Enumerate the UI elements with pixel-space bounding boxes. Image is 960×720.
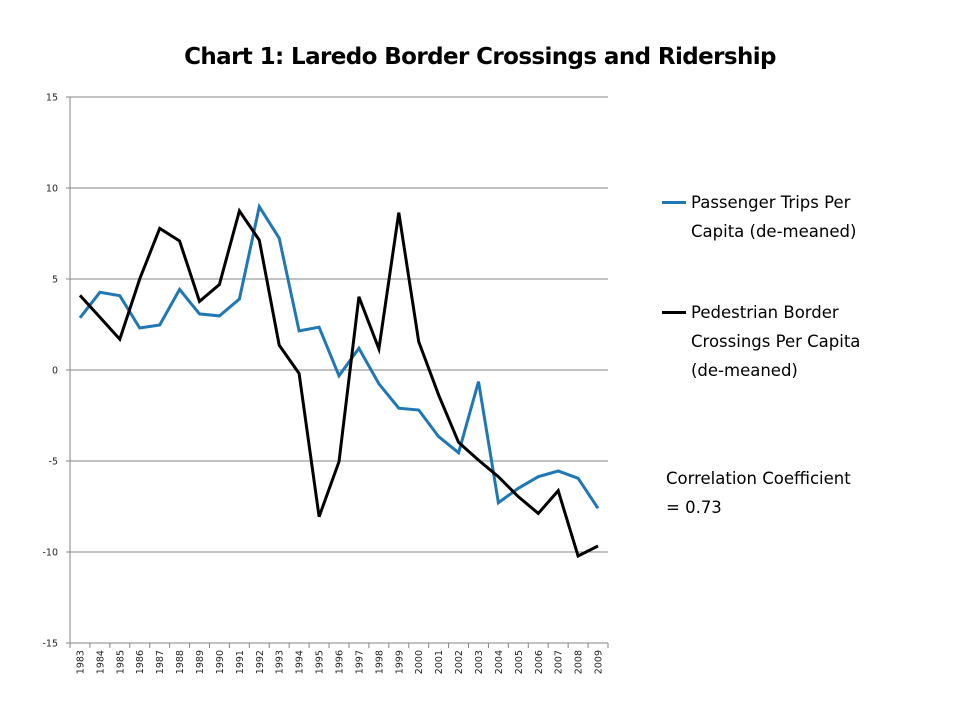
y-tick-label: 0 [52, 366, 58, 377]
legend-swatch-black [662, 311, 686, 314]
x-tick-label: 1986 [135, 650, 146, 674]
x-tick-label: 1994 [295, 650, 306, 674]
correlation-annotation: Correlation Coefficient = 0.73 [666, 464, 906, 522]
legend-label: Passenger Trips Per Capita (de-meaned) [691, 188, 921, 246]
y-tick-label: 10 [46, 184, 58, 195]
x-tick-label: 2006 [534, 650, 545, 674]
x-tick-label: 2008 [574, 650, 585, 674]
legend-swatch-blue [662, 201, 686, 204]
x-tick-label: 1992 [255, 650, 266, 674]
x-tick-label: 2001 [434, 650, 445, 674]
x-tick-label: 2004 [494, 650, 505, 674]
x-tick-label: 1993 [275, 650, 286, 674]
legend-label-line: Pedestrian Border [691, 303, 839, 322]
y-tick-label: 15 [46, 93, 58, 104]
x-axis-ticks: 1983 1984 1985 1986 1987 1988 1989 1990 1991 1992… [75, 650, 604, 674]
legend-label: Pedestrian Border Crossings Per Capita (… [691, 298, 921, 385]
series-line-pedestrian-crossings [78, 207, 599, 559]
x-tick-label: 1989 [195, 650, 206, 674]
x-tick-label: 1999 [394, 650, 405, 674]
legend-label-line: (de-meaned) [691, 361, 798, 380]
x-tick-label: 2002 [454, 650, 465, 674]
x-tick-label: 1998 [374, 650, 385, 674]
chart-title: Chart 1: Laredo Border Crossings and Rid… [184, 44, 776, 70]
x-tick-label: 1987 [155, 650, 166, 674]
x-tick-label: 1991 [235, 650, 246, 674]
x-tick-label: 2005 [514, 650, 525, 674]
x-tick-label: 1997 [354, 650, 365, 674]
gridlines [66, 96, 608, 644]
legend-label-line: Passenger Trips Per [691, 193, 851, 212]
x-tick-label: 1985 [115, 650, 126, 674]
x-tick-label: 2007 [554, 650, 565, 674]
x-tick-label: 1990 [215, 650, 226, 674]
series-lines [78, 202, 600, 559]
x-tick-label: 1984 [95, 650, 106, 674]
x-tick-label: 2009 [594, 650, 605, 674]
legend-label-line: Capita (de-meaned) [691, 222, 857, 241]
x-tick-label: 1983 [75, 650, 86, 674]
x-tick-label: 2000 [414, 650, 425, 674]
y-tick-label: 5 [52, 275, 58, 286]
x-tick-label: 2003 [474, 650, 485, 674]
y-tick-label: -15 [42, 639, 58, 650]
axes [69, 97, 609, 648]
x-tick-label: 1995 [315, 650, 326, 674]
y-tick-label: -10 [42, 548, 58, 559]
correlation-value: = 0.73 [666, 498, 722, 517]
series-line-passenger-trips [78, 202, 600, 510]
y-axis-ticks: 15 10 5 0 -5 -10 -15 [42, 93, 58, 650]
legend-label-line: Crossings Per Capita [691, 332, 861, 351]
x-tick-label: 1996 [335, 650, 346, 674]
correlation-label: Correlation Coefficient [666, 469, 851, 488]
x-tick-label: 1988 [175, 650, 186, 674]
y-tick-label: -5 [49, 457, 58, 468]
